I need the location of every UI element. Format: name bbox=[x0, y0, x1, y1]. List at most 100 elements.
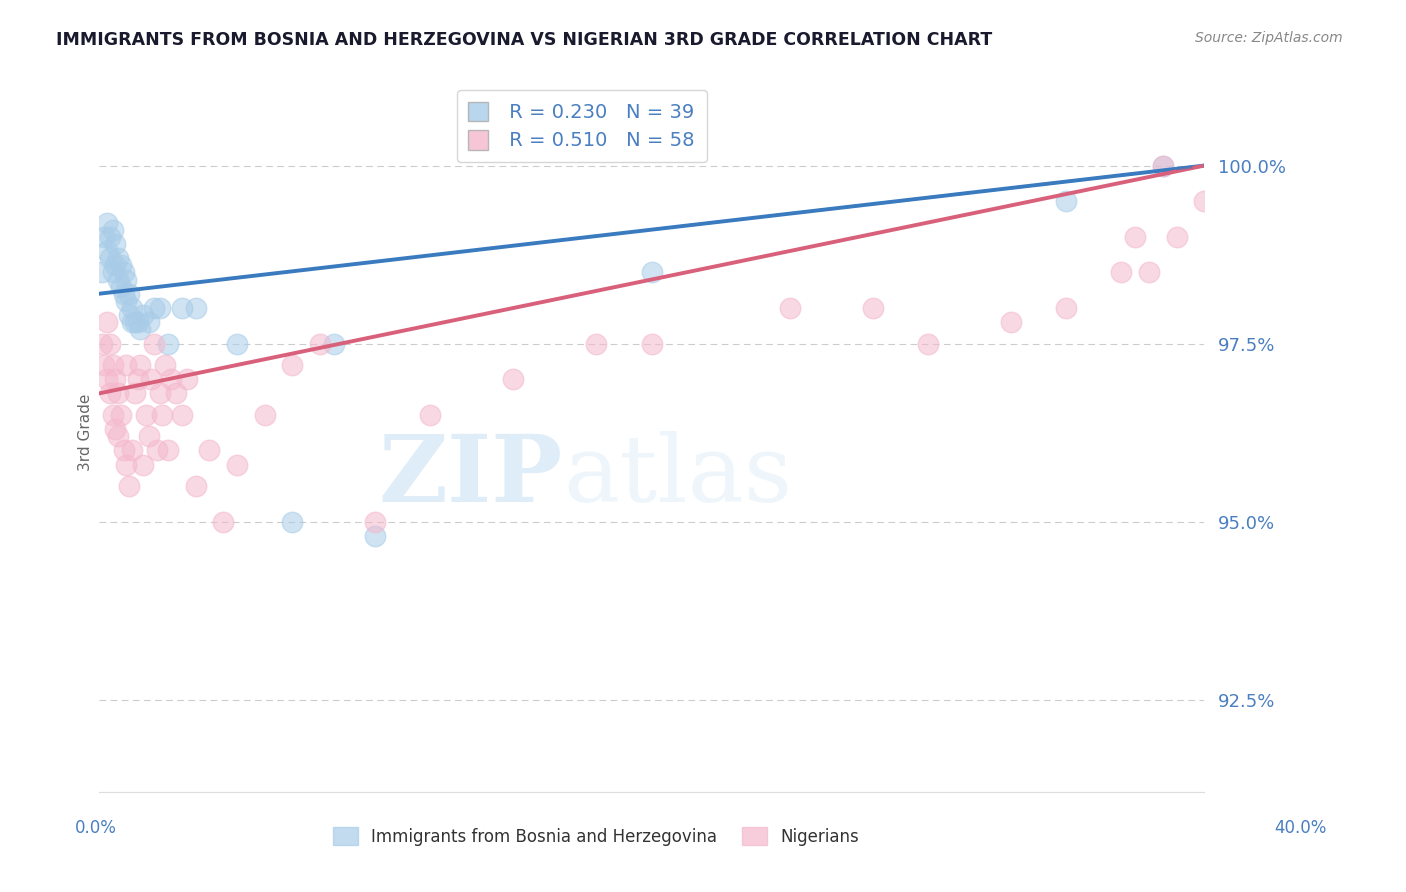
Point bbox=[309, 336, 332, 351]
Point bbox=[1054, 301, 1077, 315]
Point bbox=[156, 443, 179, 458]
Point bbox=[121, 301, 143, 315]
Point bbox=[156, 336, 179, 351]
Point bbox=[502, 372, 524, 386]
Point bbox=[96, 244, 118, 258]
Point bbox=[101, 408, 124, 422]
Point bbox=[143, 336, 166, 351]
Point bbox=[115, 358, 138, 372]
Point bbox=[118, 286, 141, 301]
Point bbox=[779, 301, 801, 315]
Point bbox=[98, 251, 121, 265]
Point bbox=[281, 515, 304, 529]
Point bbox=[104, 236, 127, 251]
Point bbox=[110, 258, 132, 272]
Point bbox=[118, 308, 141, 322]
Point bbox=[127, 372, 149, 386]
Point bbox=[107, 386, 129, 401]
Point bbox=[90, 265, 112, 279]
Legend:  R = 0.230   N = 39,  R = 0.510   N = 58: R = 0.230 N = 39, R = 0.510 N = 58 bbox=[457, 90, 707, 162]
Point bbox=[364, 515, 387, 529]
Point bbox=[1111, 265, 1133, 279]
Point bbox=[184, 479, 207, 493]
Point bbox=[129, 358, 152, 372]
Point bbox=[98, 386, 121, 401]
Point bbox=[104, 258, 127, 272]
Text: atlas: atlas bbox=[564, 431, 793, 521]
Point bbox=[1054, 194, 1077, 209]
Point bbox=[112, 286, 135, 301]
Point bbox=[146, 443, 169, 458]
Point bbox=[281, 358, 304, 372]
Point bbox=[419, 408, 441, 422]
Point bbox=[1137, 265, 1160, 279]
Point bbox=[1000, 315, 1022, 329]
Point bbox=[226, 458, 249, 472]
Point bbox=[98, 336, 121, 351]
Point bbox=[107, 272, 129, 286]
Point bbox=[118, 479, 141, 493]
Point bbox=[96, 315, 118, 329]
Point bbox=[159, 372, 181, 386]
Point bbox=[132, 308, 155, 322]
Point bbox=[165, 386, 187, 401]
Point bbox=[101, 358, 124, 372]
Point bbox=[115, 272, 138, 286]
Point bbox=[115, 458, 138, 472]
Point bbox=[110, 279, 132, 293]
Point bbox=[198, 443, 221, 458]
Point bbox=[184, 301, 207, 315]
Point bbox=[96, 372, 118, 386]
Point bbox=[124, 386, 146, 401]
Point bbox=[93, 229, 115, 244]
Point bbox=[93, 358, 115, 372]
Y-axis label: 3rd Grade: 3rd Grade bbox=[79, 394, 93, 471]
Point bbox=[149, 386, 172, 401]
Point bbox=[96, 215, 118, 229]
Text: IMMIGRANTS FROM BOSNIA AND HERZEGOVINA VS NIGERIAN 3RD GRADE CORRELATION CHART: IMMIGRANTS FROM BOSNIA AND HERZEGOVINA V… bbox=[56, 31, 993, 49]
Point bbox=[1123, 229, 1146, 244]
Point bbox=[322, 336, 344, 351]
Point bbox=[1194, 194, 1216, 209]
Point bbox=[98, 229, 121, 244]
Point bbox=[121, 443, 143, 458]
Point bbox=[170, 301, 193, 315]
Point bbox=[152, 408, 174, 422]
Point bbox=[121, 315, 143, 329]
Point bbox=[107, 251, 129, 265]
Text: 0.0%: 0.0% bbox=[75, 819, 117, 837]
Text: Source: ZipAtlas.com: Source: ZipAtlas.com bbox=[1195, 31, 1343, 45]
Point bbox=[1152, 159, 1174, 173]
Point bbox=[917, 336, 939, 351]
Point bbox=[226, 336, 249, 351]
Point bbox=[141, 372, 163, 386]
Point bbox=[640, 265, 662, 279]
Point bbox=[110, 408, 132, 422]
Point bbox=[153, 358, 176, 372]
Text: ZIP: ZIP bbox=[378, 431, 564, 521]
Text: 40.0%: 40.0% bbox=[1274, 819, 1327, 837]
Point bbox=[132, 458, 155, 472]
Point bbox=[90, 336, 112, 351]
Point bbox=[115, 293, 138, 308]
Point bbox=[104, 422, 127, 436]
Point bbox=[127, 315, 149, 329]
Point bbox=[1166, 229, 1188, 244]
Point bbox=[124, 315, 146, 329]
Point bbox=[585, 336, 607, 351]
Point bbox=[640, 336, 662, 351]
Point bbox=[176, 372, 198, 386]
Point bbox=[862, 301, 884, 315]
Point bbox=[138, 315, 160, 329]
Point bbox=[101, 265, 124, 279]
Point bbox=[149, 301, 172, 315]
Point bbox=[138, 429, 160, 443]
Point bbox=[129, 322, 152, 336]
Point bbox=[104, 372, 127, 386]
Point bbox=[1152, 159, 1174, 173]
Point bbox=[112, 443, 135, 458]
Point bbox=[143, 301, 166, 315]
Point bbox=[364, 529, 387, 543]
Point bbox=[112, 265, 135, 279]
Point bbox=[135, 408, 157, 422]
